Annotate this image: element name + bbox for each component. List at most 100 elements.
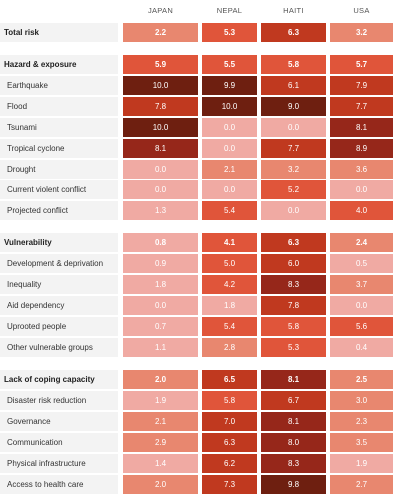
cell-tsunami-nepal: 0.0 [202, 117, 257, 137]
cell-communication-japan: 2.9 [123, 432, 198, 452]
cell-governance-japan: 2.1 [123, 411, 198, 431]
cell-aid-dependency-haiti: 7.8 [261, 295, 326, 315]
cell-communication-haiti: 8.0 [261, 432, 326, 452]
row-label-hazard-and-exposure: Hazard & exposure [0, 55, 118, 74]
cell-disaster-risk-reduction-haiti: 6.7 [261, 390, 326, 410]
cell-total-risk-nepal: 5.3 [202, 23, 257, 42]
cell-access-to-health-care-usa: 2.7 [330, 474, 393, 494]
cell-access-to-health-care-nepal: 7.3 [202, 474, 257, 494]
cell-drought-nepal: 2.1 [202, 159, 257, 179]
row-label-total-risk: Total risk [0, 23, 118, 42]
cell-tropical-cyclone-usa: 8.9 [330, 138, 393, 158]
row-label-vulnerability: Vulnerability [0, 233, 118, 252]
cell-physical-infrastructure-japan: 1.4 [123, 453, 198, 473]
cell-development-and-deprivation-usa: 0.5 [330, 253, 393, 273]
cell-uprooted-people-haiti: 5.8 [261, 316, 326, 336]
cell-drought-usa: 3.6 [330, 159, 393, 179]
column-header-nepal: NEPAL [216, 6, 243, 15]
cell-earthquake-japan: 10.0 [123, 75, 198, 95]
cell-hazard-and-exposure-japan: 5.9 [123, 55, 198, 74]
cell-disaster-risk-reduction-nepal: 5.8 [202, 390, 257, 410]
row-label-lack-of-coping-capacity: Lack of coping capacity [0, 370, 118, 389]
column-header-japan: JAPAN [147, 6, 174, 15]
row-label-drought: Drought [0, 159, 118, 179]
cell-tsunami-japan: 10.0 [123, 117, 198, 137]
cell-earthquake-nepal: 9.9 [202, 75, 257, 95]
row-label-other-vulnerable-groups: Other vulnerable groups [0, 337, 118, 357]
cell-tsunami-haiti: 0.0 [261, 117, 326, 137]
cell-other-vulnerable-groups-nepal: 2.8 [202, 337, 257, 357]
cell-flood-nepal: 10.0 [202, 96, 257, 116]
cell-disaster-risk-reduction-usa: 3.0 [330, 390, 393, 410]
cell-inequality-nepal: 4.2 [202, 274, 257, 294]
cell-uprooted-people-usa: 5.6 [330, 316, 393, 336]
cell-physical-infrastructure-haiti: 8.3 [261, 453, 326, 473]
row-label-uprooted-people: Uprooted people [0, 316, 118, 336]
cell-vulnerability-usa: 2.4 [330, 233, 393, 252]
cell-current-violent-conflict-haiti: 5.2 [261, 180, 326, 200]
cell-lack-of-coping-capacity-japan: 2.0 [123, 370, 198, 389]
row-label-tropical-cyclone: Tropical cyclone [0, 138, 118, 158]
cell-aid-dependency-usa: 0.0 [330, 295, 393, 315]
cell-governance-usa: 2.3 [330, 411, 393, 431]
cell-earthquake-usa: 7.9 [330, 75, 393, 95]
cell-communication-usa: 3.5 [330, 432, 393, 452]
cell-tropical-cyclone-nepal: 0.0 [202, 138, 257, 158]
row-label-physical-infrastructure: Physical infrastructure [0, 453, 118, 473]
cell-flood-haiti: 9.0 [261, 96, 326, 116]
row-label-governance: Governance [0, 411, 118, 431]
cell-inequality-japan: 1.8 [123, 274, 198, 294]
column-header-usa: USA [353, 6, 370, 15]
row-label-disaster-risk-reduction: Disaster risk reduction [0, 390, 118, 410]
row-label-projected-conflict: Projected conflict [0, 201, 118, 221]
cell-governance-haiti: 8.1 [261, 411, 326, 431]
cell-communication-nepal: 6.3 [202, 432, 257, 452]
cell-tropical-cyclone-haiti: 7.7 [261, 138, 326, 158]
cell-vulnerability-haiti: 6.3 [261, 233, 326, 252]
cell-hazard-and-exposure-haiti: 5.8 [261, 55, 326, 74]
row-label-flood: Flood [0, 96, 118, 116]
cell-hazard-and-exposure-usa: 5.7 [330, 55, 393, 74]
cell-other-vulnerable-groups-japan: 1.1 [123, 337, 198, 357]
cell-development-and-deprivation-nepal: 5.0 [202, 253, 257, 273]
row-label-development-and-deprivation: Development & deprivation [0, 253, 118, 273]
cell-aid-dependency-japan: 0.0 [123, 295, 198, 315]
cell-projected-conflict-haiti: 0.0 [261, 201, 326, 221]
cell-physical-infrastructure-usa: 1.9 [330, 453, 393, 473]
cell-projected-conflict-japan: 1.3 [123, 201, 198, 221]
cell-earthquake-haiti: 6.1 [261, 75, 326, 95]
cell-flood-usa: 7.7 [330, 96, 393, 116]
cell-governance-nepal: 7.0 [202, 411, 257, 431]
cell-development-and-deprivation-japan: 0.9 [123, 253, 198, 273]
cell-vulnerability-nepal: 4.1 [202, 233, 257, 252]
row-label-current-violent-conflict: Current violent conflict [0, 180, 118, 200]
cell-current-violent-conflict-nepal: 0.0 [202, 180, 257, 200]
cell-physical-infrastructure-nepal: 6.2 [202, 453, 257, 473]
cell-other-vulnerable-groups-haiti: 5.3 [261, 337, 326, 357]
row-label-communication: Communication [0, 432, 118, 452]
cell-drought-haiti: 3.2 [261, 159, 326, 179]
cell-tropical-cyclone-japan: 8.1 [123, 138, 198, 158]
cell-inequality-usa: 3.7 [330, 274, 393, 294]
cell-flood-japan: 7.8 [123, 96, 198, 116]
cell-aid-dependency-nepal: 1.8 [202, 295, 257, 315]
cell-access-to-health-care-japan: 2.0 [123, 474, 198, 494]
cell-disaster-risk-reduction-japan: 1.9 [123, 390, 198, 410]
row-label-access-to-health-care: Access to health care [0, 474, 118, 494]
cell-hazard-and-exposure-nepal: 5.5 [202, 55, 257, 74]
cell-development-and-deprivation-haiti: 6.0 [261, 253, 326, 273]
cell-total-risk-usa: 3.2 [330, 23, 393, 42]
cell-current-violent-conflict-japan: 0.0 [123, 180, 198, 200]
column-header-haiti: HAITI [283, 6, 304, 15]
cell-projected-conflict-nepal: 5.4 [202, 201, 257, 221]
row-label-inequality: Inequality [0, 274, 118, 294]
cell-uprooted-people-nepal: 5.4 [202, 316, 257, 336]
row-label-aid-dependency: Aid dependency [0, 295, 118, 315]
cell-tsunami-usa: 8.1 [330, 117, 393, 137]
cell-projected-conflict-usa: 4.0 [330, 201, 393, 221]
row-label-tsunami: Tsunami [0, 117, 118, 137]
cell-other-vulnerable-groups-usa: 0.4 [330, 337, 393, 357]
cell-access-to-health-care-haiti: 9.8 [261, 474, 326, 494]
cell-lack-of-coping-capacity-haiti: 8.1 [261, 370, 326, 389]
cell-vulnerability-japan: 0.8 [123, 233, 198, 252]
